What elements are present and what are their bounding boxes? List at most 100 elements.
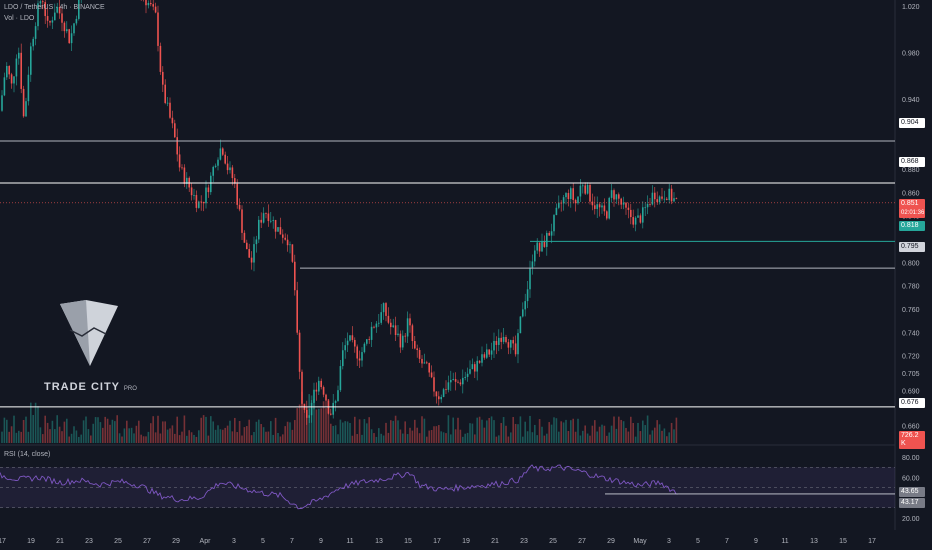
volume-bar bbox=[212, 421, 214, 443]
volume-bar bbox=[661, 430, 663, 443]
candle-body bbox=[459, 382, 462, 385]
volume-bar bbox=[670, 422, 673, 443]
candle-body bbox=[37, 3, 39, 27]
candle-body bbox=[382, 303, 385, 313]
volume-bar bbox=[594, 420, 596, 443]
candle-body bbox=[73, 23, 75, 34]
volume-bar bbox=[385, 422, 387, 443]
volume-bar bbox=[260, 424, 262, 443]
candle-body bbox=[510, 340, 512, 348]
volume-bar bbox=[450, 434, 452, 443]
candle-body bbox=[620, 198, 622, 205]
candle-body bbox=[150, 2, 152, 5]
candle-body bbox=[670, 188, 673, 202]
volume-bar bbox=[543, 435, 546, 443]
volume-bar bbox=[442, 432, 445, 443]
candle-body bbox=[171, 117, 174, 124]
time-tick-label: 27 bbox=[578, 538, 586, 545]
candle-body bbox=[10, 74, 13, 84]
candle-body bbox=[637, 215, 639, 218]
candle-body bbox=[231, 167, 234, 179]
volume-bar bbox=[514, 423, 517, 443]
price-tick-label: 0.660 bbox=[902, 424, 920, 431]
candle-body bbox=[169, 102, 171, 118]
volume-bar bbox=[327, 399, 330, 443]
candle-body bbox=[200, 201, 202, 203]
volume-bar bbox=[164, 421, 166, 443]
volume-bar bbox=[135, 425, 138, 443]
volume-bar bbox=[222, 429, 224, 443]
countdown-tag: 02:01:36 bbox=[899, 208, 925, 218]
volume-bar bbox=[90, 435, 92, 443]
candle-body bbox=[430, 372, 433, 378]
candle-body bbox=[387, 315, 390, 323]
candle-body bbox=[368, 339, 370, 341]
volume-bar bbox=[574, 431, 577, 443]
candle-body bbox=[301, 371, 303, 404]
volume-bar bbox=[380, 433, 382, 443]
volume-bar bbox=[646, 415, 649, 443]
candle-body bbox=[423, 362, 426, 364]
candle-body bbox=[646, 204, 649, 208]
rsi-tick-label: 20.00 bbox=[902, 516, 920, 523]
time-tick-label: 19 bbox=[27, 538, 35, 545]
candle-body bbox=[481, 354, 483, 363]
volume-bar bbox=[198, 430, 200, 443]
candle-body bbox=[406, 318, 409, 337]
time-tick-label: 17 bbox=[0, 538, 6, 545]
volume-bar bbox=[558, 431, 560, 443]
volume-bar bbox=[615, 428, 618, 443]
price-tick-label: 0.760 bbox=[902, 307, 920, 314]
volume-bar bbox=[133, 433, 135, 443]
volume-bar bbox=[610, 425, 613, 443]
volume-bar bbox=[10, 426, 13, 443]
candle-body bbox=[186, 177, 188, 184]
candle-body bbox=[162, 71, 164, 85]
volume-bar bbox=[536, 435, 538, 443]
candle-body bbox=[505, 336, 507, 343]
volume-bar bbox=[32, 415, 34, 443]
candle-body bbox=[582, 185, 584, 187]
volume-bar bbox=[404, 421, 406, 443]
candle-body bbox=[589, 184, 591, 202]
volume-bar bbox=[25, 416, 27, 443]
time-tick-label: 11 bbox=[781, 538, 788, 545]
time-tick-label: 3 bbox=[667, 538, 671, 545]
candle-body bbox=[322, 387, 325, 395]
candle-body bbox=[466, 373, 469, 377]
volume-bar bbox=[147, 431, 150, 443]
volume-bar bbox=[58, 426, 61, 443]
volume-bar bbox=[200, 417, 202, 443]
volume-bar bbox=[630, 416, 632, 443]
time-tick-label: 27 bbox=[143, 538, 151, 545]
time-tick-label: 29 bbox=[172, 538, 180, 545]
volume-bar bbox=[318, 408, 320, 443]
candle-body bbox=[241, 209, 243, 233]
candle-body bbox=[70, 33, 73, 44]
volume-bar bbox=[205, 416, 207, 443]
volume-bar bbox=[586, 433, 589, 443]
volume-bar bbox=[519, 416, 522, 443]
volume-bar bbox=[572, 418, 574, 443]
volume-bar bbox=[373, 433, 375, 443]
volume-bar bbox=[248, 419, 250, 443]
candle-body bbox=[538, 242, 541, 252]
volume-bar bbox=[632, 422, 634, 443]
volume-bar bbox=[663, 428, 666, 443]
volume-tag: 726.2 K bbox=[899, 431, 925, 449]
candle-body bbox=[469, 369, 471, 374]
candle-body bbox=[68, 29, 70, 44]
volume-bar bbox=[27, 431, 30, 443]
volume-bar bbox=[66, 418, 68, 443]
time-tick-label: 15 bbox=[839, 538, 847, 545]
candle-body bbox=[519, 316, 522, 334]
volume-bar bbox=[464, 433, 466, 443]
volume-bar bbox=[313, 398, 315, 443]
candle-body bbox=[454, 379, 457, 382]
volume-bar bbox=[178, 435, 181, 443]
volume-bar bbox=[613, 416, 615, 443]
volume-bar bbox=[570, 420, 572, 443]
volume-title: Vol · LDO bbox=[4, 15, 35, 22]
candle-body bbox=[558, 202, 560, 208]
